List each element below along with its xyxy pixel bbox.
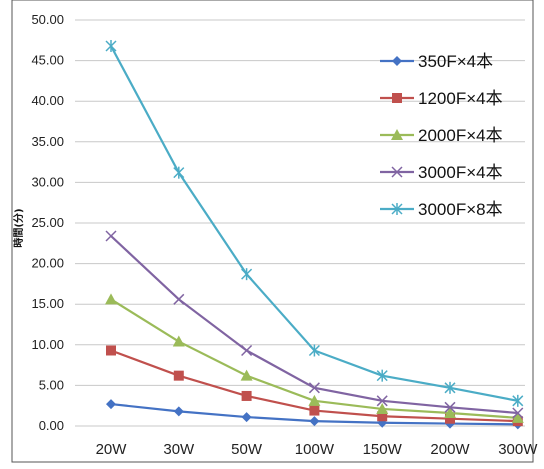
data-point [392, 56, 402, 66]
legend-label: 3000F×4本 [418, 163, 503, 182]
data-point [377, 411, 388, 422]
data-point [309, 405, 320, 416]
legend-label: 1200F×4本 [418, 89, 503, 108]
y-tick-label: 15.00 [31, 296, 64, 311]
legend-item: 1200F×4本 [380, 89, 503, 108]
data-point [308, 382, 320, 394]
data-point [392, 93, 402, 103]
legend-item: 3000F×8本 [380, 200, 503, 219]
data-point [173, 293, 185, 305]
y-tick-label: 40.00 [31, 93, 64, 108]
data-point [240, 369, 253, 381]
legend-label: 3000F×8本 [418, 200, 503, 219]
data-point [444, 381, 456, 394]
x-axis-ticks: 20W 30W 50W 100W 150W 200W 300W [96, 441, 539, 458]
data-point [391, 203, 403, 215]
legend-label: 2000F×4本 [418, 126, 503, 145]
data-point [308, 394, 321, 406]
y-tick-label: 30.00 [31, 174, 64, 189]
y-tick-label: 20.00 [31, 256, 64, 271]
data-point [241, 344, 253, 357]
data-point [309, 416, 320, 427]
x-tick-label: 300W [498, 441, 538, 458]
data-point [512, 394, 524, 407]
data-point [105, 230, 117, 242]
data-point [241, 390, 252, 401]
data-point [106, 345, 116, 356]
data-point [173, 166, 185, 179]
y-tick-label: 0.00 [39, 418, 64, 433]
x-tick-label: 200W [430, 441, 470, 458]
series-4 [105, 230, 524, 419]
data-point [173, 370, 184, 381]
data-point [308, 344, 320, 357]
x-tick-label: 100W [295, 441, 335, 458]
series-line [110, 235, 518, 415]
data-point [105, 39, 117, 52]
y-tick-label: 35.00 [31, 134, 64, 149]
legend: 350F×4本 1200F×4本 2000F×4本 3000F×4本 3000F×8本 [380, 52, 503, 219]
data-point [512, 407, 524, 419]
plot-area-border [11, 0, 534, 463]
series-5 [105, 39, 524, 407]
y-tick-label: 45.00 [31, 53, 64, 68]
data-point [241, 268, 253, 281]
data-point [376, 395, 388, 407]
x-tick-label: 20W [96, 441, 128, 458]
data-point [105, 293, 117, 305]
y-axis-label: 時間(分) [12, 208, 25, 247]
x-tick-label: 50W [231, 441, 263, 458]
y-tick-label: 5.00 [39, 377, 64, 392]
y-tick-label: 25.00 [31, 215, 64, 230]
y-tick-label: 50.00 [31, 12, 64, 27]
data-point [444, 407, 456, 419]
data-point [376, 369, 388, 382]
series-3 [105, 293, 524, 423]
data-point [444, 401, 456, 413]
data-point [391, 129, 403, 140]
y-tick-label: 10.00 [31, 337, 64, 352]
data-point [172, 335, 185, 347]
data-point [511, 411, 524, 423]
data-point [391, 166, 403, 178]
x-tick-label: 150W [363, 441, 403, 458]
x-tick-label: 30W [163, 441, 195, 458]
series-2 [106, 345, 523, 427]
series-group [105, 39, 524, 430]
data-point [241, 412, 252, 423]
y-axis-ticks: 0.00 5.00 10.00 15.00 20.00 25.00 30.00 35.00 40… [31, 12, 64, 433]
legend-label: 350F×4本 [418, 52, 493, 71]
legend-item: 3000F×4本 [380, 163, 503, 182]
gridlines [75, 19, 525, 427]
data-point [445, 413, 455, 424]
data-point [376, 402, 389, 414]
data-point [106, 399, 116, 410]
legend-item: 2000F×4本 [380, 126, 503, 145]
legend-item: 350F×4本 [380, 52, 493, 71]
data-point [173, 406, 184, 417]
